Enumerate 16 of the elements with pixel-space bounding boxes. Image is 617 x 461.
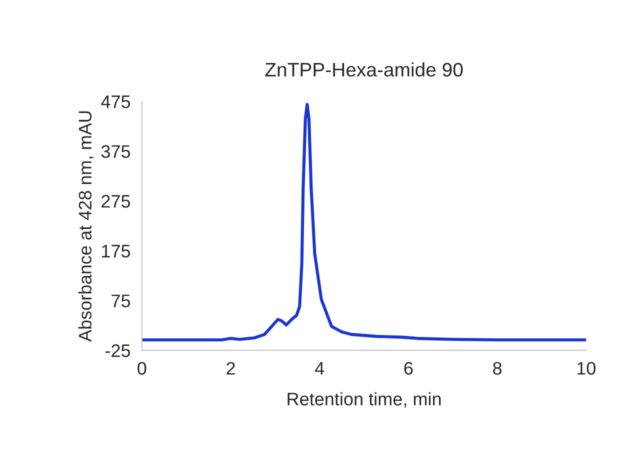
chart-title: ZnTPP-Hexa-amide 90 <box>265 62 463 77</box>
x-tick-label: 10 <box>577 362 596 375</box>
line-series <box>142 102 586 342</box>
x-tick-label: 6 <box>404 362 413 375</box>
y-tick-label: -25 <box>106 344 130 358</box>
y-tick-label: 475 <box>101 96 130 108</box>
y-tick-label: 275 <box>102 194 130 208</box>
x-tick-label: 2 <box>226 362 235 375</box>
y-tick-label: 375 <box>101 145 130 158</box>
x-tick-label: 4 <box>315 362 324 375</box>
x-axis-title: Retention time, min <box>288 392 441 408</box>
x-tick-label: 8 <box>493 362 502 375</box>
y-tick-label: 175 <box>102 244 130 258</box>
x-tick-label: 0 <box>138 362 146 375</box>
y-tick-label: 75 <box>112 294 130 308</box>
y-axis-title: Absorbance at 428 nm, mAU <box>78 111 94 342</box>
